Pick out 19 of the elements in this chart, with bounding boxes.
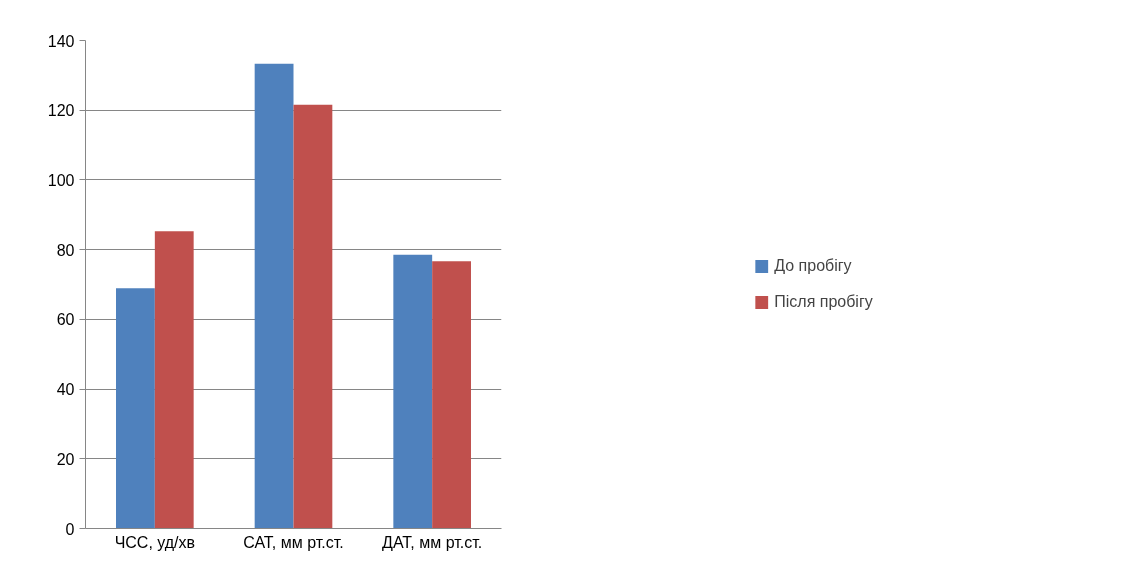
bar [432, 261, 471, 529]
bar [116, 288, 155, 529]
x-tick-label: ДАТ, мм рт.ст. [382, 533, 483, 551]
y-tick-label: 80 [56, 241, 75, 259]
y-tick-label: 100 [47, 171, 75, 189]
x-tick-label: ЧСС, уд/хв [114, 533, 196, 551]
y-tick-label: 120 [47, 102, 75, 120]
bar [293, 104, 333, 529]
legend-label: До пробігу [774, 257, 852, 275]
y-tick-label: 40 [56, 381, 75, 399]
x-tick-label: САТ, мм рт.ст. [243, 533, 344, 551]
legend-label: Після пробігу [774, 293, 873, 311]
y-tick-label: 140 [47, 32, 75, 50]
y-tick-label: 20 [56, 450, 75, 468]
bar [154, 231, 194, 529]
y-tick-label: 60 [56, 311, 75, 329]
bar [254, 63, 294, 529]
y-tick-label: 0 [65, 520, 75, 538]
bar [393, 254, 433, 529]
